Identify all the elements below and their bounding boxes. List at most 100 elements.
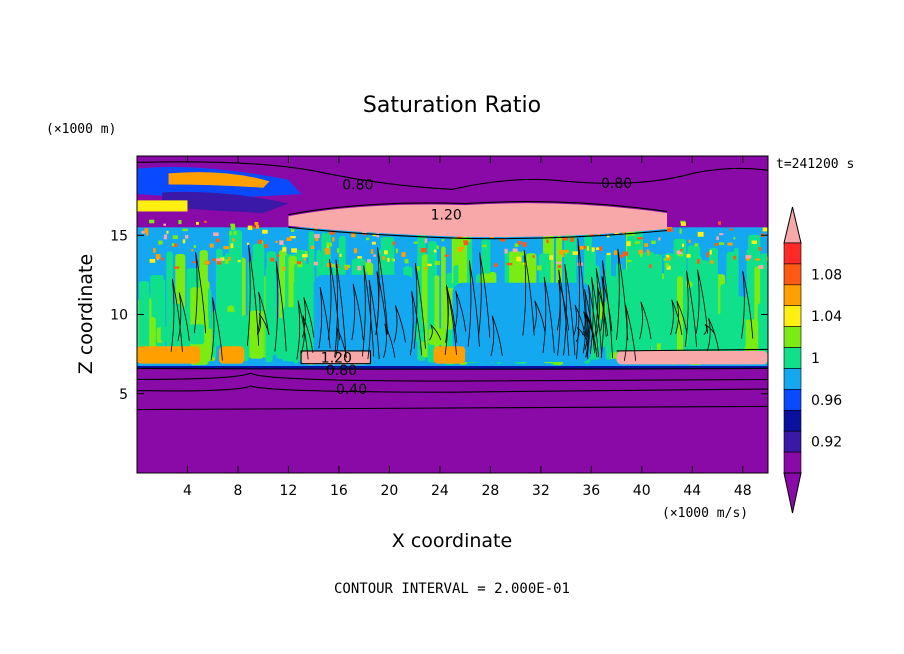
speckle-cell [586,246,590,251]
speckle-cell [422,262,426,267]
speckle-cell [401,252,406,257]
plume-cell [160,326,171,342]
contour-label: 0.80 [342,178,373,194]
contour-line [210,297,223,361]
contour-line [695,269,709,334]
contour-line [274,261,287,352]
x-tick-label: 48 [734,483,752,499]
contour-line [327,258,340,341]
x-tick-label: 40 [633,483,651,499]
speckle-cell [517,240,522,245]
speckle-cell [254,222,259,226]
speckle-cell [504,248,508,254]
colorbar-segment [783,326,802,348]
speckle-cell [644,243,649,247]
contour-line [351,283,364,341]
speckle-cell [658,237,661,241]
contour-line [556,280,570,331]
speckle-cell [651,240,656,245]
contour-line [362,265,375,357]
speckle-cell [710,260,714,264]
speckle-cell [367,259,372,263]
speckle-cell [589,233,595,236]
speckle-cell [441,238,445,242]
speckle-cell [357,256,362,259]
speckle-cell [640,253,643,258]
speckle-cell [559,250,564,255]
speckle-cell [290,228,295,232]
contour-line [367,279,380,360]
x-axis-ticks: 4 8 12 16 20 24 28 32 36 40 44 48 [183,156,752,499]
contour-line [193,252,207,334]
contour-line [467,260,480,347]
speckle-cell [373,254,376,257]
speckle-cell [172,243,178,247]
speckle-cell [314,234,320,239]
speckle-cell [457,235,463,239]
contour-line [409,290,423,356]
plume-cell [249,310,264,359]
plume-cell [172,303,183,354]
speckle-cell [324,248,330,251]
x-tick-label: 36 [582,483,600,499]
speckle-cell [461,246,464,250]
speckle-cell [203,220,207,223]
contour-line [703,323,716,336]
speckle-cell [171,243,175,247]
contour-line [581,311,595,336]
speckle-cell [758,265,764,269]
colorbar-segment [783,347,802,369]
speckle-cell [506,262,513,266]
speckle-cell [161,257,164,261]
low-warm-patch [219,346,245,364]
speckle-cell [284,251,287,256]
speckle-cell [718,242,725,245]
speckle-cell [191,249,194,252]
speckle-cell [329,230,335,235]
speckle-cell [420,248,427,253]
colorbar-segment [783,451,802,474]
speckle-cell [166,230,169,234]
y-axis-ticks: 5 10 15 [110,228,768,403]
boundary-band [137,366,768,370]
speckle-cell [376,232,380,238]
y-unit-label: (×1000 m) [46,122,116,137]
colorbar-tick-label: 1 [811,351,820,367]
speckle-cell [557,265,562,268]
speckle-cell [719,233,724,236]
speckle-cell [463,240,468,243]
plume-cell [220,311,235,347]
speckle-cell [149,258,156,263]
colorbar-tick-label: 1.08 [811,267,842,283]
speckle-cell [536,265,542,271]
plume-cell [639,254,651,365]
contour-line [594,268,607,338]
speckle-cell [270,257,275,262]
contour-line [256,291,270,335]
speckle-cell [155,254,161,259]
speckle-cell [286,237,292,241]
contour-line [137,385,768,393]
plume-cell [215,328,220,347]
speckle-cell [371,241,376,245]
speckle-cell [289,235,296,239]
contour-line [616,248,629,341]
speckle-cell [522,242,527,247]
contour-line [600,260,614,359]
speckle-cell [391,257,394,262]
contour-line [596,286,609,336]
contour-line [563,264,576,356]
plume-cell [138,280,150,357]
plume-cell [708,247,718,364]
speckle-cell [264,244,268,248]
contour-line [639,301,652,340]
contour-line [542,276,555,354]
contour-line [706,318,720,352]
speckle-cell [427,263,432,267]
speckle-cell [481,244,487,248]
contour-line [413,263,426,349]
speckle-cell [546,239,549,244]
speckle-cell [326,263,333,268]
plume-cell [735,296,746,349]
speckle-cell [282,266,286,271]
